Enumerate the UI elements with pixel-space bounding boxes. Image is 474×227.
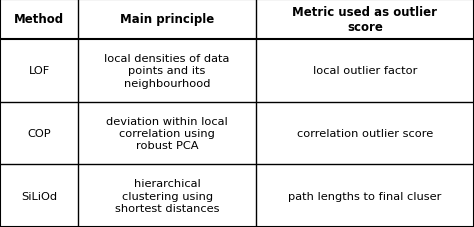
Text: SiLiOd: SiLiOd — [21, 191, 57, 201]
Text: COP: COP — [27, 128, 51, 138]
Text: local outlier factor: local outlier factor — [313, 66, 417, 76]
Text: Method: Method — [14, 13, 64, 26]
Text: correlation outlier score: correlation outlier score — [297, 128, 433, 138]
Text: Metric used as outlier
score: Metric used as outlier score — [292, 6, 438, 34]
Text: path lengths to final cluser: path lengths to final cluser — [288, 191, 442, 201]
Text: LOF: LOF — [28, 66, 50, 76]
Text: hierarchical
clustering using
shortest distances: hierarchical clustering using shortest d… — [115, 178, 219, 213]
Text: local densities of data
points and its
neighbourhood: local densities of data points and its n… — [104, 54, 230, 88]
Text: deviation within local
correlation using
robust PCA: deviation within local correlation using… — [106, 116, 228, 151]
Text: Main principle: Main principle — [120, 13, 214, 26]
